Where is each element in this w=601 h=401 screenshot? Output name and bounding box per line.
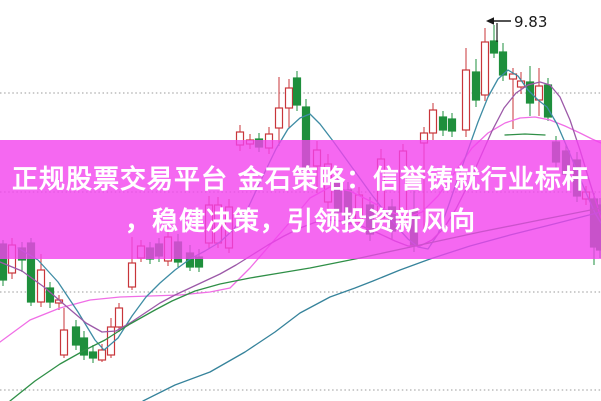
price-callout: 9.83 [486,13,547,42]
candle [284,79,294,128]
candle [36,254,46,307]
candle [461,48,471,137]
candle [508,68,518,129]
candle [534,68,544,116]
candle [114,303,124,332]
promo-text-line1: 正规股票交易平台 金石策略：信誉铸就行业标杆 [11,165,590,195]
candle [59,308,69,358]
candle [292,71,302,111]
ma-green-flat [504,133,546,136]
candle [489,25,499,58]
arrow-left-icon [486,17,494,25]
candle [71,320,81,350]
price-callout-label: 9.83 [514,13,547,31]
promo-text-line2: ，稳健决策，引领投资新风向 [124,207,476,237]
candle [274,77,284,146]
candle [471,59,481,107]
candle [480,28,490,101]
candle [97,344,107,362]
candle [79,331,89,360]
candle [438,111,448,136]
candle [525,66,535,116]
candle [428,103,438,140]
candle [447,113,457,137]
promo-banner: 正规股票交易平台 金石策略：信誉铸就行业标杆 ，稳健决策，引领投资新风向 [0,140,601,259]
candle [88,345,98,363]
